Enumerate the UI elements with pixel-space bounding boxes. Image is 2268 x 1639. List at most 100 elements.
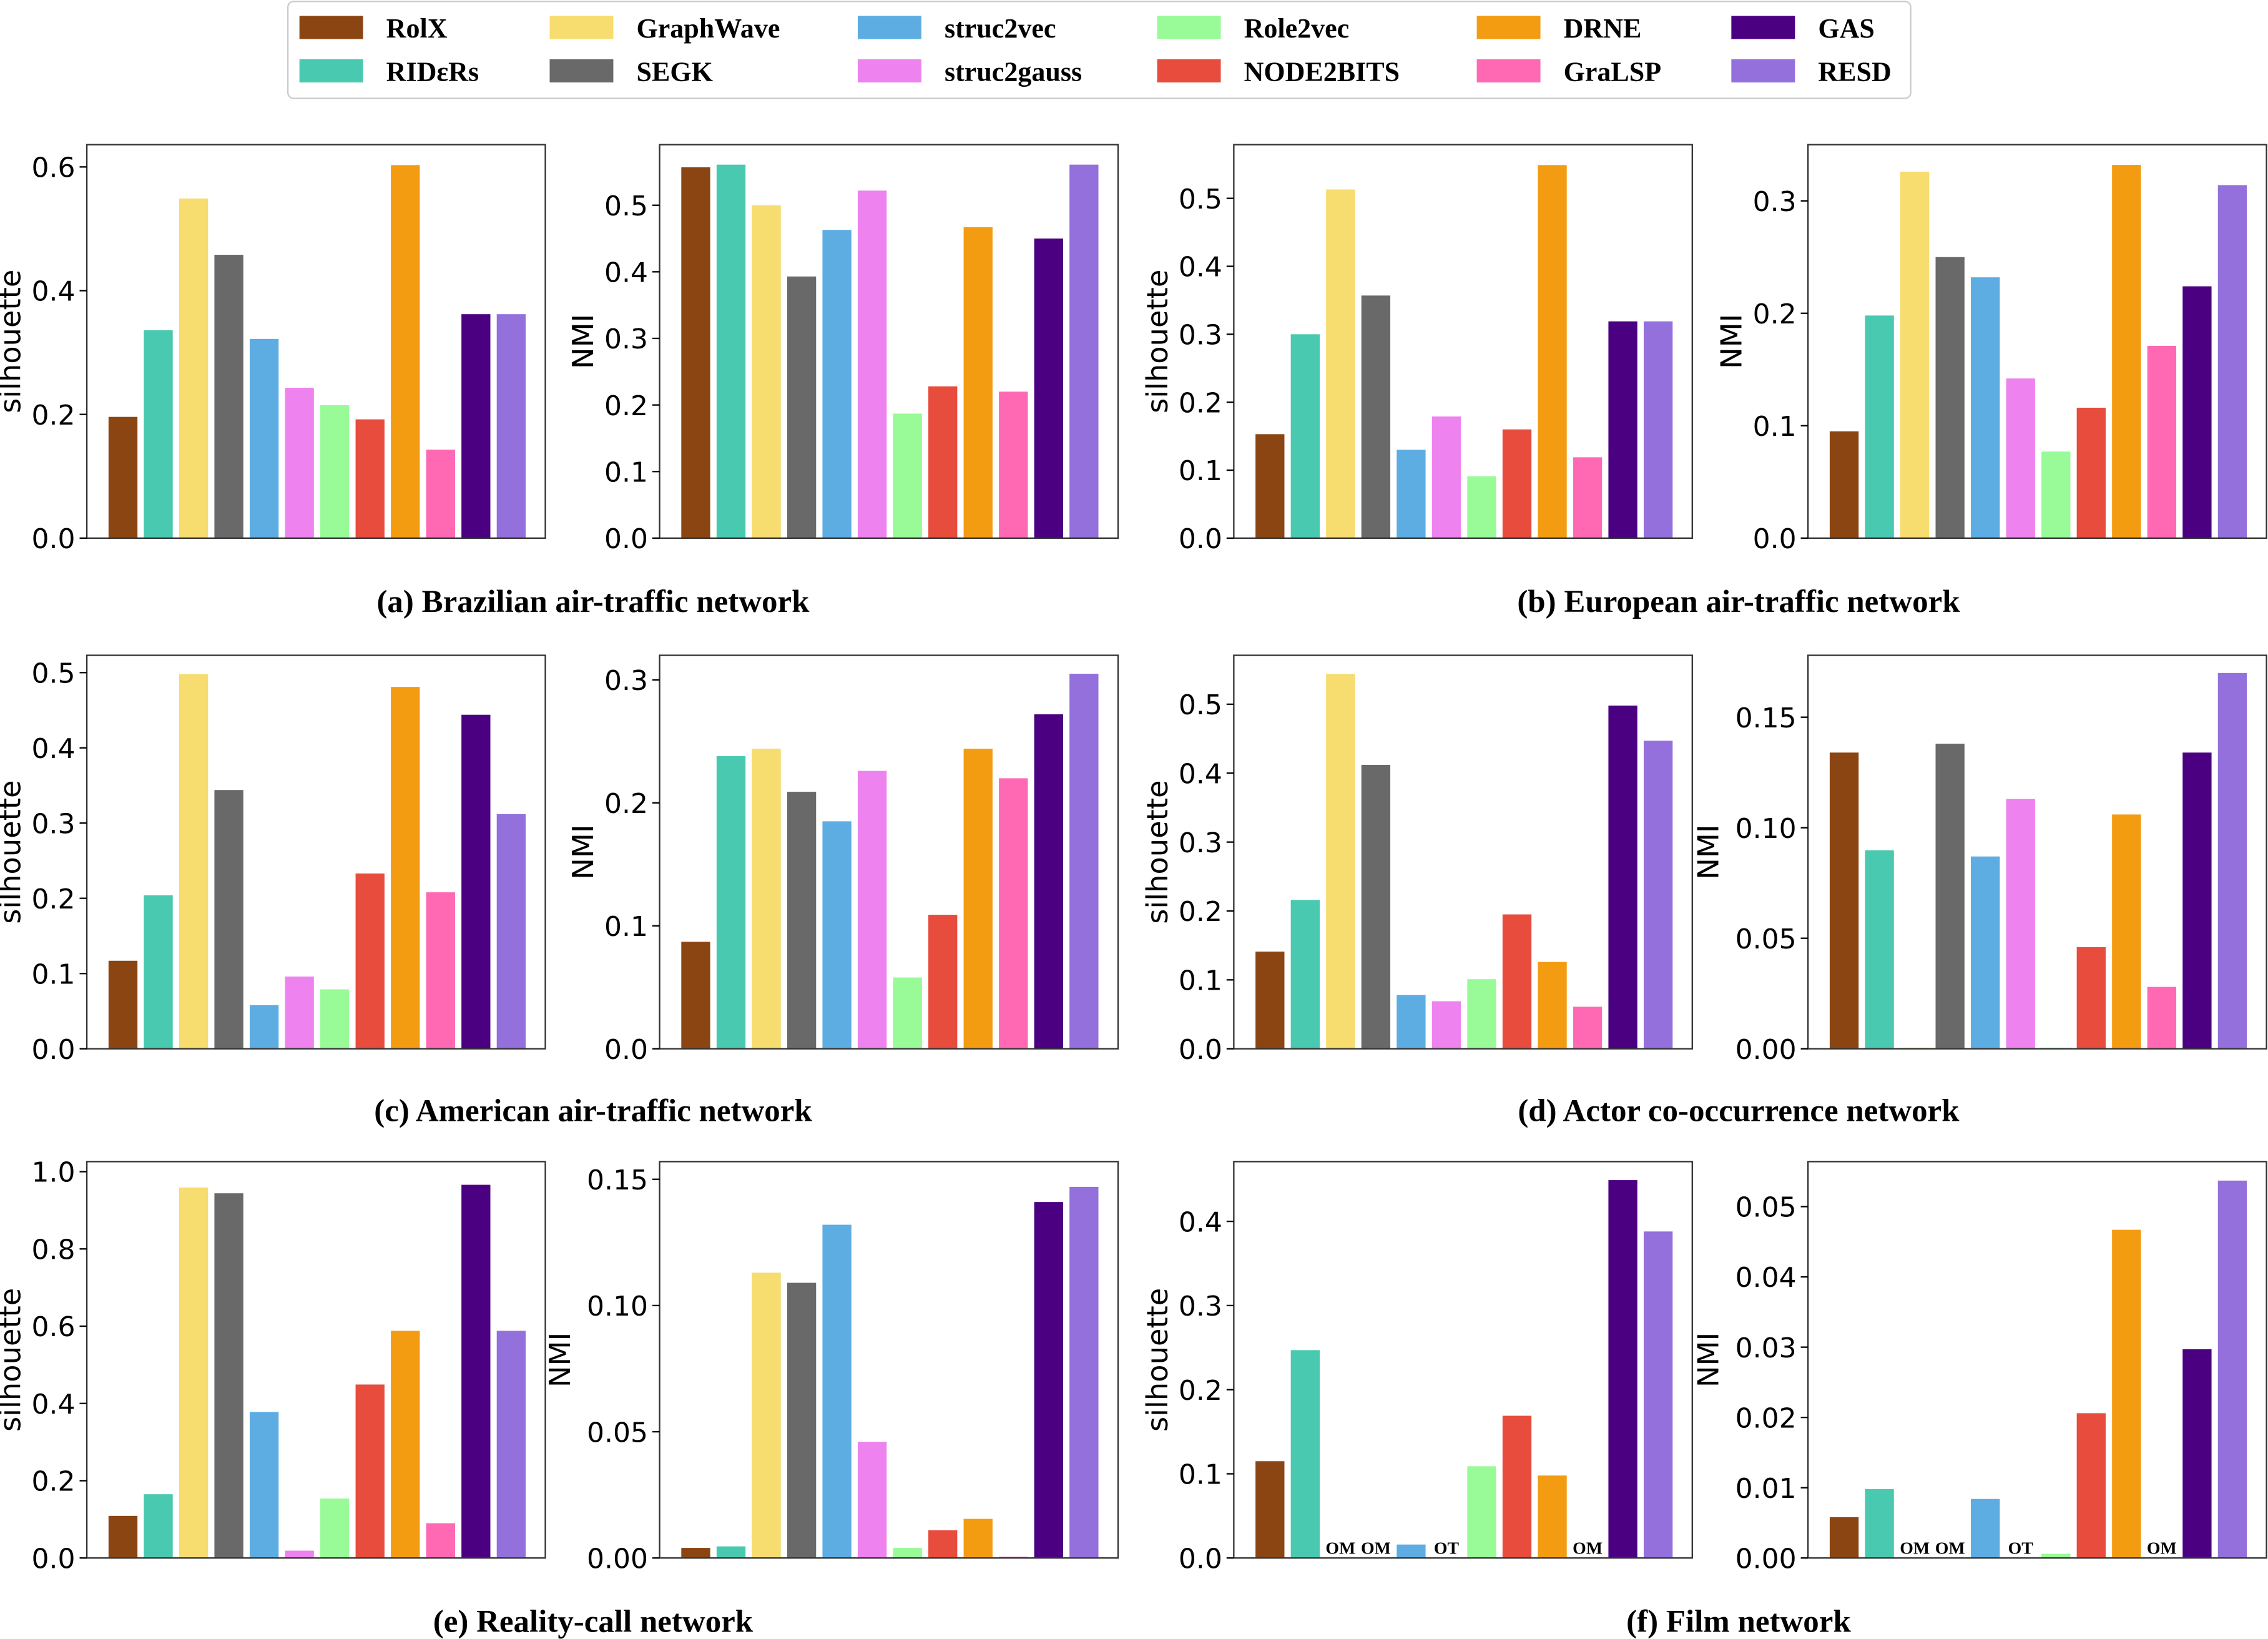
y-tick-label: 0.0 [1753, 523, 1797, 555]
bar-drne [1538, 1475, 1567, 1558]
y-tick-label: 0.2 [1179, 387, 1222, 419]
bar-gas [461, 314, 491, 538]
bar-struc2vec [1397, 995, 1426, 1049]
subfigure-caption: (e) Reality-call network [433, 1604, 754, 1639]
legend-swatch [299, 16, 363, 39]
bar-rolx [1255, 1461, 1285, 1558]
bar-node2bits [355, 1384, 385, 1558]
bar-resd [1069, 1186, 1099, 1558]
y-tick-label: 0.3 [604, 323, 648, 355]
bar-ridεrs [144, 330, 173, 538]
bar-node2bits [355, 419, 385, 538]
bar-resd [2217, 672, 2247, 1049]
y-tick-label: 0.2 [604, 390, 648, 422]
bar-node2bits [1502, 429, 1532, 538]
y-tick-label: 1.0 [32, 1157, 76, 1189]
y-tick-label: 0.1 [32, 958, 76, 990]
subfigure-caption: (f) Film network [1626, 1604, 1851, 1639]
bar-gralsp [1573, 457, 1603, 538]
bar-drne [1538, 962, 1567, 1049]
bar-gas [1034, 239, 1063, 538]
legend-label: struc2gauss [945, 57, 1082, 87]
legend-swatch [1476, 16, 1541, 39]
legend-swatch [1731, 16, 1795, 39]
y-tick-label: 0.00 [587, 1543, 648, 1575]
y-tick-label: 0.6 [32, 152, 76, 184]
bar-node2bits [928, 1530, 958, 1558]
y-axis-label: NMI [1715, 314, 1749, 369]
bar-drne [1538, 165, 1567, 538]
y-axis-label: NMI [543, 1332, 577, 1387]
bar-resd [1643, 1231, 1673, 1558]
subplot-e-silhouette: 0.0 0.2 0.4 0.6 0.8 1.0 silhouette [0, 1157, 546, 1575]
bar-role2vec [1467, 1466, 1496, 1558]
bar-ridεrs [1290, 900, 1320, 1049]
bar-ridεrs [1865, 1489, 1894, 1558]
axes-frame [86, 654, 546, 1050]
subfigure-caption: (a) Brazilian air-traffic network [376, 584, 810, 619]
bar-segk [787, 276, 817, 538]
legend-label: SEGK [637, 57, 713, 87]
legend-item: GAS [1731, 13, 1875, 44]
bar-drne [963, 749, 993, 1049]
bar-struc2vec [1397, 450, 1426, 538]
bar-node2bits [2076, 947, 2106, 1049]
y-tick-label: 0.05 [1735, 923, 1797, 955]
bar-drne [963, 1518, 993, 1558]
legend-item: GraLSP [1476, 57, 1662, 87]
bar-gas [1608, 706, 1637, 1049]
bar-rolx [1255, 952, 1285, 1049]
bar-segk [1935, 257, 1965, 538]
axes-frame [1233, 144, 1693, 539]
legend-swatch [857, 59, 921, 83]
y-tick-label: 0.3 [604, 665, 648, 697]
axes-frame [659, 1161, 1119, 1559]
bar-struc2gauss [1431, 1001, 1461, 1049]
subfigure-caption: (b) European air-traffic network [1517, 584, 1960, 619]
bar-drne [2112, 814, 2141, 1049]
bar-gralsp [426, 450, 455, 538]
bar-rolx [1829, 431, 1859, 538]
y-tick-label: 0.3 [1179, 320, 1222, 352]
y-axis-label: silhouette [0, 780, 27, 923]
axes-frame [1807, 1161, 2267, 1559]
bar-graphwave [1326, 674, 1355, 1049]
bar-struc2gauss [2006, 799, 2035, 1049]
bar-struc2vec [249, 1005, 279, 1049]
bar-gralsp [426, 892, 455, 1049]
bar-graphwave [752, 1272, 781, 1558]
y-tick-label: 0.04 [1735, 1262, 1797, 1294]
y-tick-label: 0.0 [604, 523, 648, 555]
y-tick-label: 0.2 [604, 788, 648, 820]
bar-struc2vec [1971, 277, 2000, 538]
bar-resd [2217, 185, 2247, 538]
subplot-b-nmi: 0.0 0.1 0.2 0.3 NMI [1715, 144, 2267, 555]
bar-graphwave [1326, 189, 1355, 538]
bar-annotation: OM [1900, 1538, 1930, 1558]
bar-graphwave [179, 674, 209, 1049]
legend-swatch [1157, 59, 1221, 83]
bar-gas [2182, 286, 2212, 538]
bar-rolx [681, 942, 710, 1049]
bar-drne [391, 165, 420, 538]
bar-struc2vec [1971, 856, 2000, 1049]
y-tick-label: 0.4 [32, 276, 76, 308]
legend-label: RESD [1818, 57, 1891, 87]
bar-gas [1608, 321, 1637, 538]
y-tick-label: 0.0 [1179, 1034, 1222, 1066]
axes-frame [86, 1161, 546, 1559]
bar-gralsp [426, 1523, 455, 1558]
bar-segk [214, 255, 243, 538]
legend-swatch [549, 16, 614, 39]
bar-node2bits [1502, 1415, 1532, 1558]
bar-ridεrs [716, 164, 746, 538]
bar-ridεrs [1865, 850, 1894, 1049]
bar-node2bits [1502, 914, 1532, 1049]
y-tick-label: 0.3 [1179, 827, 1222, 859]
y-tick-label: 0.0 [604, 1034, 648, 1066]
y-axis-label: NMI [566, 824, 600, 879]
legend-label: GraLSP [1564, 57, 1662, 87]
bar-drne [963, 227, 993, 538]
